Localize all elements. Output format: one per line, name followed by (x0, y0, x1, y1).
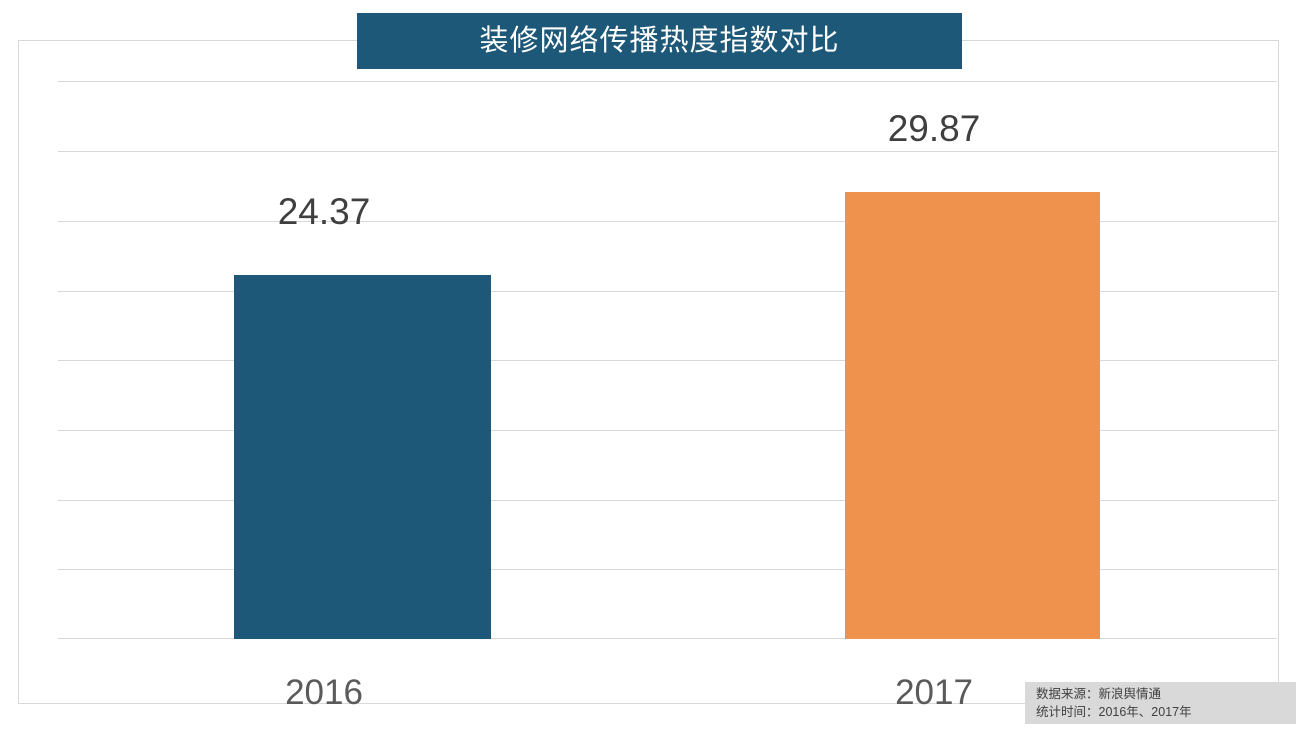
gridline (58, 221, 1277, 222)
gridline (58, 151, 1277, 152)
category-label-2017: 2017 (895, 673, 973, 712)
data-label-2016: 24.37 (277, 191, 371, 232)
gridline (58, 81, 1277, 82)
chart-title-banner: 装修网络传播热度指数对比 (357, 13, 962, 69)
plot-area (58, 81, 1277, 639)
footnote-box: 数据来源：新浪舆情通 统计时间：2016年、2017年 (1025, 682, 1296, 724)
baseline-gridline (58, 638, 1277, 639)
bar-2016[interactable] (234, 275, 491, 639)
gridline (58, 360, 1277, 361)
gridline (58, 500, 1277, 501)
gridline (58, 430, 1277, 431)
chart-title-text: 装修网络传播热度指数对比 (479, 24, 840, 57)
footnote-period: 统计时间：2016年、2017年 (1036, 705, 1192, 719)
data-label-2017: 29.87 (887, 108, 981, 149)
category-label-2016: 2016 (285, 673, 363, 712)
gridline (58, 291, 1277, 292)
bar-2017[interactable] (845, 192, 1100, 639)
gridline (58, 569, 1277, 570)
chart-frame: 24.37 29.87 2016 2017 (18, 40, 1279, 710)
footnote-source: 数据来源：新浪舆情通 (1036, 687, 1162, 701)
